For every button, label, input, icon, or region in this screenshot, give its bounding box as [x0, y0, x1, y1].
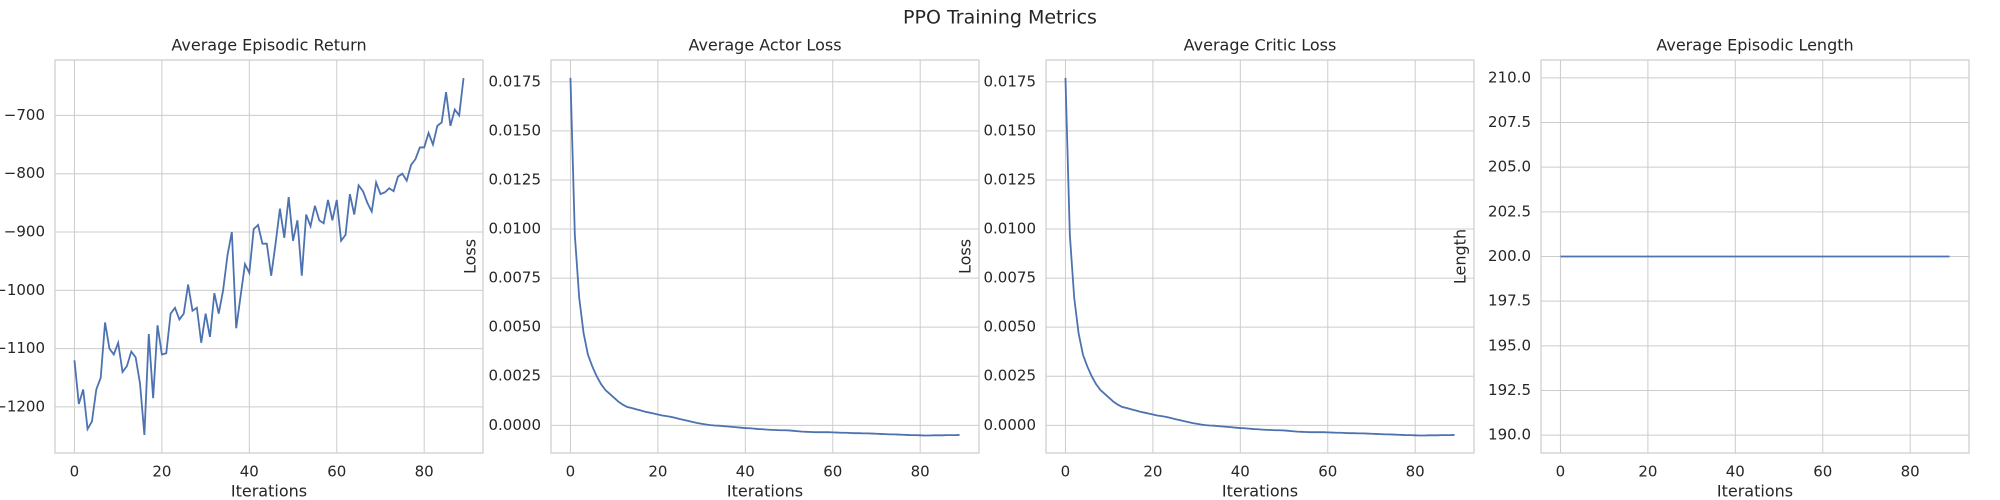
y-tick-label: 0.0150 — [984, 121, 1037, 139]
y-tick-label: −1200 — [0, 397, 45, 415]
x-tick-label: 40 — [736, 463, 755, 481]
y-axis-label: Length — [1451, 229, 1470, 284]
y-tick-label: 0.0175 — [984, 72, 1037, 90]
x-tick-label: 20 — [152, 463, 171, 481]
y-tick-label: 0.0150 — [489, 121, 542, 139]
subplot-title: Average Actor Loss — [688, 36, 841, 55]
y-axis-label: Loss — [461, 239, 480, 274]
plot-area — [550, 59, 980, 454]
x-axis-label: Iterations — [727, 482, 803, 500]
y-tick-label: 0.0050 — [489, 318, 542, 336]
data-line — [1064, 77, 1455, 437]
x-tick-label: 20 — [1638, 463, 1657, 481]
x-tick-label: 60 — [1318, 463, 1337, 481]
x-axis-label: Iterations — [1717, 482, 1793, 500]
x-tick-label: 0 — [566, 463, 576, 481]
y-tick-label: 192.5 — [1488, 381, 1531, 399]
y-tick-label: 0.0025 — [489, 367, 542, 385]
y-tick-label: 0.0100 — [984, 220, 1037, 238]
y-tick-label: −800 — [4, 164, 45, 182]
x-tick-label: 60 — [1813, 463, 1832, 481]
y-tick-label: 197.5 — [1488, 292, 1531, 310]
plot-area — [1045, 59, 1475, 454]
x-tick-label: 40 — [1231, 463, 1250, 481]
x-tick-label: 80 — [1406, 463, 1425, 481]
x-axis-label: Iterations — [1222, 482, 1298, 500]
x-axis-label: Iterations — [231, 482, 307, 500]
data-line — [569, 77, 960, 437]
y-tick-label: −1000 — [0, 281, 45, 299]
y-tick-label: 207.5 — [1488, 113, 1531, 131]
y-tick-label: 202.5 — [1488, 202, 1531, 220]
y-tick-label: 0.0175 — [489, 72, 542, 90]
x-tick-label: 80 — [1901, 463, 1920, 481]
y-tick-label: −700 — [4, 106, 45, 124]
y-tick-label: 205.0 — [1488, 158, 1531, 176]
subplot-title: Average Episodic Length — [1656, 36, 1853, 55]
x-tick-label: 40 — [1726, 463, 1745, 481]
y-tick-label: −900 — [4, 223, 45, 241]
y-tick-label: 0.0050 — [984, 318, 1037, 336]
data-line — [73, 77, 465, 435]
x-tick-label: 0 — [1556, 463, 1566, 481]
x-tick-label: 40 — [240, 463, 259, 481]
x-tick-label: 80 — [911, 463, 930, 481]
y-tick-label: 0.0000 — [984, 416, 1037, 434]
x-tick-label: 0 — [70, 463, 80, 481]
figure-title: PPO Training Metrics — [903, 7, 1097, 29]
x-tick-label: 60 — [823, 463, 842, 481]
x-tick-label: 80 — [415, 463, 434, 481]
x-tick-label: 60 — [327, 463, 346, 481]
y-tick-label: 0.0125 — [489, 170, 542, 188]
x-tick-label: 20 — [1143, 463, 1162, 481]
y-tick-label: 0.0125 — [984, 170, 1037, 188]
y-tick-label: 0.0075 — [984, 269, 1037, 287]
y-tick-label: 0.0075 — [489, 269, 542, 287]
y-tick-label: −1100 — [0, 339, 45, 357]
y-tick-label: 190.0 — [1488, 426, 1531, 444]
y-axis-label: Loss — [956, 239, 975, 274]
y-tick-label: 200.0 — [1488, 247, 1531, 265]
y-tick-label: 0.0000 — [489, 416, 542, 434]
subplot-title: Average Episodic Return — [171, 36, 366, 55]
y-tick-label: 0.0025 — [984, 367, 1037, 385]
y-tick-label: 195.0 — [1488, 336, 1531, 354]
y-tick-label: 210.0 — [1488, 68, 1531, 86]
x-tick-label: 0 — [1061, 463, 1071, 481]
subplot-title: Average Critic Loss — [1184, 36, 1337, 55]
x-tick-label: 20 — [648, 463, 667, 481]
y-tick-label: 0.0100 — [489, 220, 542, 238]
